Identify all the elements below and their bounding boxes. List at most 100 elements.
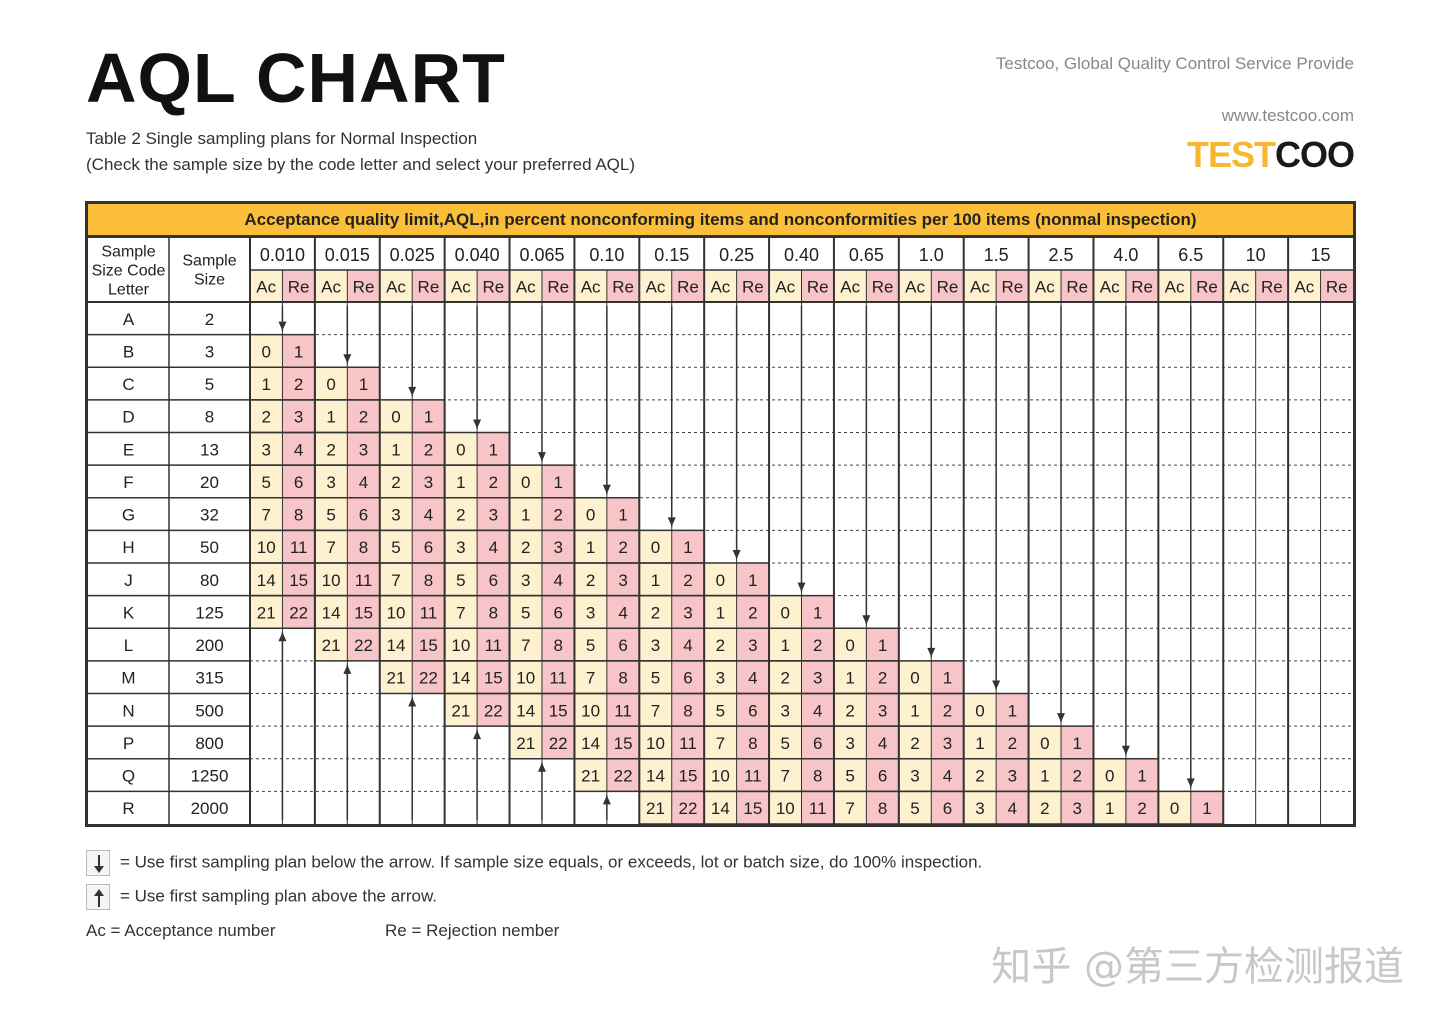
ac-cell <box>639 758 672 792</box>
aql-level: 0.40 <box>784 245 819 265</box>
ac-header: Ac <box>256 278 276 297</box>
ac-value: 2 <box>651 603 660 622</box>
ac-cell <box>250 563 283 596</box>
re-header: Re <box>1261 278 1283 297</box>
ac-cell <box>379 465 413 498</box>
re-cell <box>866 791 899 824</box>
ac-cell <box>769 693 802 727</box>
re-header-cell <box>866 270 899 302</box>
re-cell <box>866 726 899 759</box>
code-letter: L <box>124 636 133 655</box>
re-cell <box>541 628 575 661</box>
re-header-cell <box>347 270 380 302</box>
code-letter: C <box>122 375 134 394</box>
ac-cell <box>769 726 802 759</box>
re-value: 3 <box>748 636 757 655</box>
ac-value: 2 <box>326 440 335 459</box>
ac-value: 1 <box>391 440 400 459</box>
ac-cell <box>509 563 542 596</box>
re-value: 8 <box>683 701 692 720</box>
re-cell <box>671 628 705 661</box>
ac-value: 5 <box>781 734 790 753</box>
ac-cell <box>574 497 607 531</box>
ac-cell <box>314 595 348 629</box>
re-cell <box>671 758 705 792</box>
ac-header-cell <box>444 270 478 302</box>
re-cell <box>996 758 1029 792</box>
re-value: 3 <box>1073 799 1082 818</box>
ac-value: 3 <box>651 636 660 655</box>
ac-header-cell <box>250 270 283 302</box>
re-cell <box>1061 758 1094 792</box>
ac-header-cell <box>1288 270 1321 302</box>
re-cell <box>671 791 705 824</box>
ac-value: 0 <box>1170 799 1179 818</box>
sample-size: 500 <box>195 701 223 720</box>
ac-cell <box>444 497 478 531</box>
ac-value: 10 <box>581 701 600 720</box>
re-header-cell <box>1255 270 1289 302</box>
re-cell <box>996 791 1029 824</box>
down-arrow-icon <box>862 615 871 625</box>
ac-value: 0 <box>910 669 919 688</box>
aql-level: 1.5 <box>984 245 1009 265</box>
ac-cell <box>769 791 802 824</box>
re-value: 11 <box>484 636 502 655</box>
ac-cell <box>509 628 542 661</box>
aql-level: 4.0 <box>1113 245 1138 265</box>
re-cell <box>477 530 510 563</box>
ac-cell <box>898 758 932 792</box>
re-cell <box>282 497 315 531</box>
re-cell <box>282 432 315 466</box>
re-cell <box>477 595 510 629</box>
ac-cell <box>250 595 283 629</box>
up-arrow-icon <box>537 762 546 772</box>
ac-value: 10 <box>776 799 795 818</box>
re-cell <box>412 595 445 629</box>
ac-header: Ac <box>1035 278 1055 297</box>
ac-cell <box>574 726 607 759</box>
re-value: 6 <box>359 506 368 525</box>
sample-size: 5 <box>205 375 214 394</box>
re-value: 11 <box>614 701 632 720</box>
ac-cell <box>963 726 997 759</box>
re-cell <box>347 628 380 661</box>
ac-value: 2 <box>845 701 854 720</box>
testcoo-logo: TESTCOO <box>1187 134 1355 176</box>
aql-level: 2.5 <box>1049 245 1074 265</box>
ac-cell <box>314 367 348 400</box>
re-value: 8 <box>878 799 887 818</box>
re-cell <box>1125 758 1159 792</box>
ac-value: 0 <box>845 636 854 655</box>
re-header: Re <box>1326 278 1348 297</box>
ac-cell <box>704 628 737 661</box>
re-value: 15 <box>549 701 568 720</box>
re-cell <box>671 595 705 629</box>
ac-cell <box>444 693 478 727</box>
ac-value: 14 <box>516 701 535 720</box>
ac-cell <box>444 660 478 694</box>
ac-cell <box>509 530 542 563</box>
re-cell <box>996 693 1029 727</box>
website-link[interactable]: www.testcoo.com <box>1221 106 1354 125</box>
re-cell <box>412 432 445 466</box>
re-cell <box>931 726 964 759</box>
re-header-cell <box>1125 270 1159 302</box>
up-arrow-icon <box>473 730 482 740</box>
re-header-cell <box>282 270 315 302</box>
re-cell <box>931 693 964 727</box>
aql-level: 0.10 <box>589 245 624 265</box>
ac-header: Ac <box>451 278 471 297</box>
ac-cell <box>1158 791 1191 824</box>
ac-value: 7 <box>586 669 595 688</box>
re-cell <box>801 628 834 661</box>
code-header-line-2: Size Code <box>92 263 166 280</box>
code-letter: D <box>122 408 134 427</box>
re-value: 15 <box>678 767 697 786</box>
ac-value: 7 <box>781 767 790 786</box>
page-title: AQL CHART <box>86 39 506 117</box>
sample-size: 315 <box>195 669 223 688</box>
ac-value: 5 <box>261 473 270 492</box>
re-value: 2 <box>1008 734 1017 753</box>
down-arrow-icon <box>408 386 417 396</box>
